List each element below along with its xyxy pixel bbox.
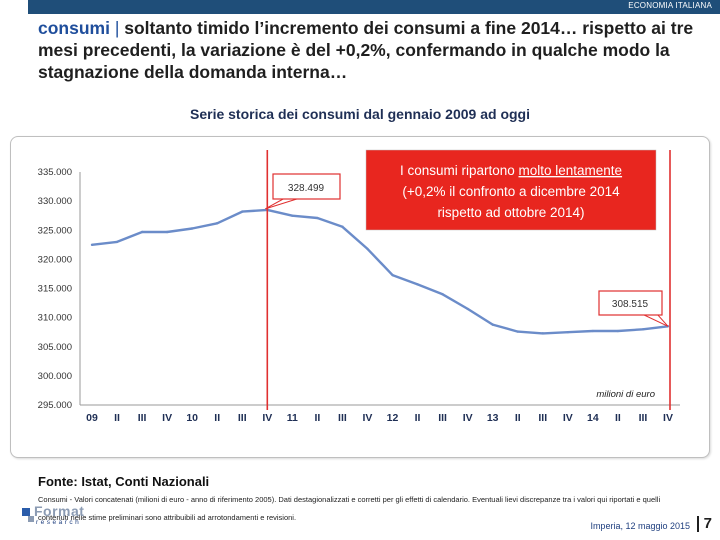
- x-tick-label: IV: [363, 412, 373, 424]
- data-point: [466, 307, 469, 311]
- x-tick-label: II: [114, 412, 120, 424]
- x-tick-label: IV: [262, 412, 272, 424]
- x-tick-label: IV: [162, 412, 172, 424]
- title-keyword: consumi: [38, 18, 110, 38]
- data-point: [441, 293, 444, 296]
- marker-pointer-first: [265, 197, 301, 210]
- x-tick-label: III: [538, 412, 547, 424]
- x-tick-label: II: [515, 412, 521, 424]
- chart-subtitle: Serie storica dei consumi dal gennaio 20…: [190, 106, 530, 122]
- marker-box-first: [272, 173, 341, 200]
- x-tick-label: 10: [186, 412, 198, 424]
- logo-subword: research: [36, 519, 82, 526]
- source-label: Fonte: Istat, Conti Nazionali: [38, 474, 210, 489]
- callout-line-3: rispetto ad ottobre 2014): [437, 205, 584, 220]
- x-tick-label: III: [238, 412, 247, 424]
- x-tick-label: 11: [287, 412, 298, 424]
- data-point: [241, 210, 244, 213]
- data-point: [216, 222, 219, 225]
- callout-underlined-text: molto lentamente: [519, 163, 623, 178]
- data-point: [516, 330, 519, 333]
- y-tick-label: 310.000: [38, 313, 72, 324]
- series-layer: [90, 208, 670, 335]
- callout-line-2: (+0,2% il confronto a dicembre 2014: [402, 184, 620, 199]
- y-tick-label: 330.000: [38, 196, 72, 207]
- data-point: [366, 247, 369, 251]
- marker-pointer-last: [641, 313, 669, 327]
- annotation-layer: 328.499 308.515 I consumi ripartono molto …: [265, 149, 671, 410]
- data-point: [140, 230, 144, 234]
- x-tick-label: III: [138, 412, 147, 424]
- footer-place-date: Imperia, 12 maggio 2015: [590, 521, 690, 531]
- x-tick-label: II: [415, 412, 421, 424]
- y-tick-label: 300.000: [38, 371, 72, 382]
- x-tick-label: II: [615, 412, 621, 424]
- y-tick-label: 305.000: [38, 342, 72, 353]
- x-tick-label: 13: [487, 412, 499, 424]
- y-tick-label: 295.000: [38, 400, 72, 411]
- x-tick-label: III: [338, 412, 347, 424]
- x-tick-label: 09: [86, 412, 98, 424]
- x-tick-label: IV: [463, 412, 473, 424]
- data-point: [616, 329, 620, 333]
- y-tick-label: 315.000: [38, 284, 72, 295]
- page-number: 7: [696, 516, 712, 532]
- format-research-logo: Format research: [12, 500, 92, 540]
- x-tick-label: II: [214, 412, 220, 424]
- data-point: [591, 329, 595, 333]
- page-title: consumi | soltanto timido l’incremento d…: [38, 17, 714, 83]
- unit-label: milioni di euro: [596, 389, 655, 400]
- data-point: [341, 225, 344, 228]
- logo-square-icon: [22, 508, 30, 516]
- callout-line-1: I consumi ripartono molto lentamente: [400, 163, 622, 178]
- x-tick-label: IV: [563, 412, 573, 424]
- y-tick-label: 335.000: [38, 167, 72, 178]
- data-point: [316, 216, 319, 220]
- x-tick-label: III: [438, 412, 447, 424]
- data-point: [641, 328, 645, 331]
- title-separator: |: [109, 18, 125, 38]
- data-point: [541, 332, 544, 335]
- x-tick-label: IV: [663, 412, 673, 424]
- data-point: [291, 214, 294, 217]
- x-tick-label: 14: [587, 412, 599, 424]
- data-point: [90, 243, 94, 247]
- logo-word: Format: [34, 503, 85, 519]
- x-tick-label: III: [639, 412, 648, 424]
- y-tick-label: 325.000: [38, 225, 72, 236]
- y-axis: 295.000 300.000 305.000 310.000 315.000 320.0…: [38, 167, 81, 411]
- marker-label-first: 328.499: [288, 183, 325, 194]
- data-point: [165, 230, 169, 234]
- marker-label-last: 308.515: [612, 299, 649, 310]
- logo-square-small-icon: [28, 516, 34, 522]
- callout-box: [365, 149, 657, 231]
- data-point: [115, 240, 119, 244]
- data-point: [416, 283, 419, 286]
- data-point: [391, 273, 394, 277]
- brand-label: ECONOMIA ITALIANA: [628, 1, 712, 10]
- data-point: [190, 227, 194, 230]
- x-axis: 09 II III IV 10 II III IV 11 II III IV 12 II III IV 13 II…: [80, 404, 680, 424]
- x-tick-label: 12: [387, 412, 399, 424]
- series-line: [91, 208, 669, 335]
- marker-box-last: [598, 290, 663, 316]
- footnote: Consumi - Valori concatenati (milioni di…: [38, 495, 661, 522]
- y-tick-label: 320.000: [38, 254, 72, 265]
- top-banner: ECONOMIA ITALIANA: [28, 0, 720, 14]
- data-point: [566, 330, 570, 334]
- title-text: soltanto timido l’incremento dei consumi…: [38, 18, 694, 82]
- data-point: [491, 323, 494, 326]
- callout-line-1-text: I consumi ripartono: [400, 163, 519, 178]
- x-tick-label: II: [314, 412, 320, 424]
